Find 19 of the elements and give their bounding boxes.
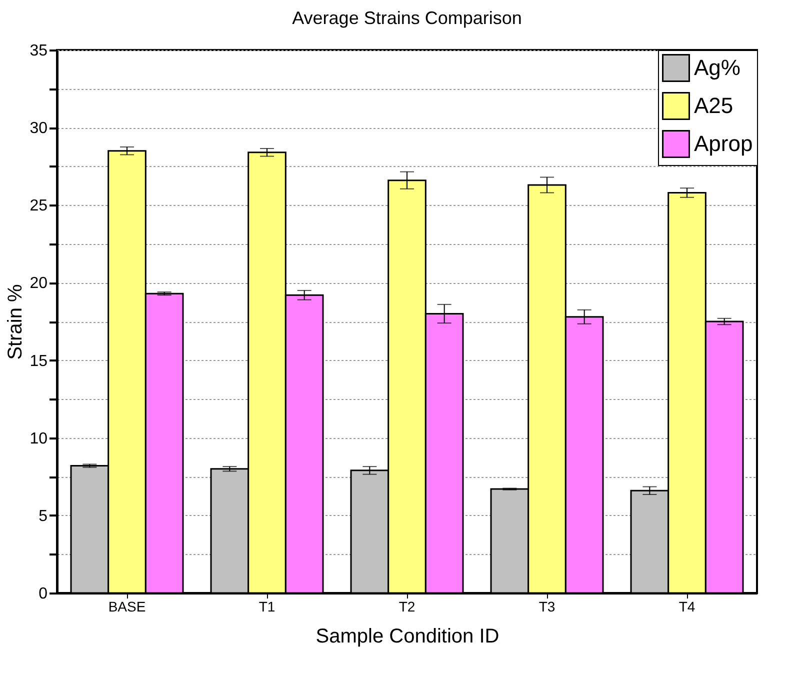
x-axis-title: Sample Condition ID — [316, 626, 500, 648]
x-tick-label: T4 — [678, 598, 696, 614]
legend-label: Aprop — [694, 131, 753, 156]
x-tick-label: T2 — [398, 598, 416, 614]
y-tick-label: 25 — [30, 198, 48, 215]
y-tick-label: 5 — [38, 508, 48, 525]
chart-title: Average Strains Comparison — [292, 8, 522, 28]
y-tick-label: 0 — [38, 586, 48, 602]
legend-label: A25 — [694, 93, 734, 118]
y-tick-label: 20 — [30, 275, 48, 292]
y-tick-label: 15 — [30, 352, 48, 370]
y-axis-title: Strain % — [4, 284, 27, 360]
legend-label: Ag% — [694, 55, 740, 80]
x-tick-label: T1 — [258, 598, 276, 614]
x-tick-label: T3 — [538, 598, 556, 614]
y-tick-label: 30 — [30, 120, 48, 138]
y-tick-label: 10 — [30, 430, 48, 448]
y-tick-label: 35 — [30, 42, 48, 60]
x-tick-label: BASE — [108, 598, 146, 614]
